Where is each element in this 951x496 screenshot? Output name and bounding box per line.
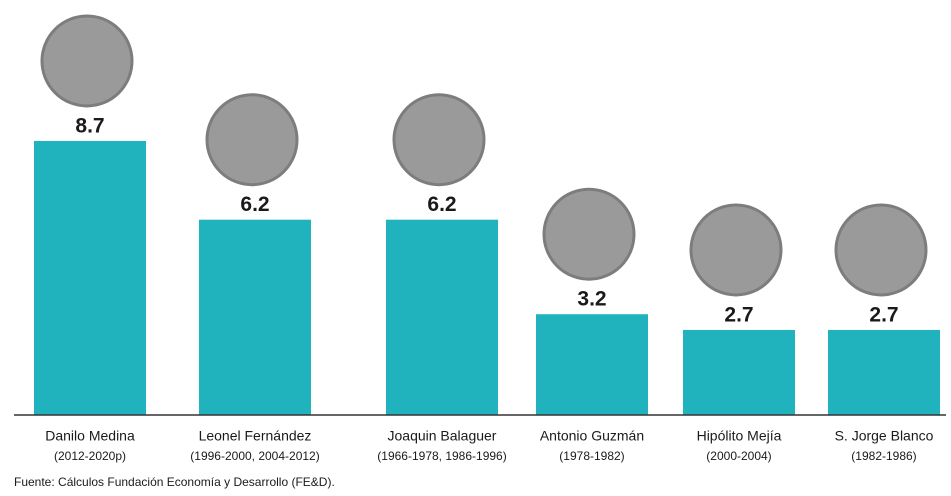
x-tick-label: Danilo Medina bbox=[45, 428, 135, 444]
bar bbox=[34, 140, 146, 415]
value-label: 8.7 bbox=[75, 114, 104, 137]
period-label: (1978-1982) bbox=[559, 449, 624, 463]
source-note: Fuente: Cálculos Fundación Economía y De… bbox=[14, 475, 335, 489]
x-tick-label: Leonel Fernández bbox=[199, 428, 312, 444]
value-label: 2.7 bbox=[724, 303, 753, 326]
bar bbox=[683, 329, 795, 415]
value-label: 2.7 bbox=[869, 303, 898, 326]
period-label: (2012-2020p) bbox=[54, 449, 126, 463]
bar bbox=[199, 219, 311, 415]
value-label: 6.2 bbox=[240, 193, 269, 216]
portrait bbox=[40, 14, 134, 108]
value-label: 3.2 bbox=[577, 288, 606, 311]
portrait bbox=[205, 93, 299, 187]
x-tick-label: Hipólito Mejía bbox=[697, 428, 782, 444]
period-label: (1982-1986) bbox=[851, 449, 916, 463]
portrait bbox=[834, 203, 928, 297]
x-tick-label: S. Jorge Blanco bbox=[835, 428, 934, 444]
portrait bbox=[392, 93, 486, 187]
bar bbox=[828, 329, 940, 415]
bar bbox=[536, 314, 648, 415]
period-label: (1966-1978, 1986-1996) bbox=[377, 449, 506, 463]
x-tick-label: Joaquin Balaguer bbox=[388, 428, 497, 444]
period-label: (1996-2000, 2004-2012) bbox=[190, 449, 319, 463]
period-label: (2000-2004) bbox=[706, 449, 771, 463]
x-tick-label: Antonio Guzmán bbox=[540, 428, 644, 444]
value-label: 6.2 bbox=[427, 193, 456, 216]
portrait bbox=[542, 187, 636, 281]
portrait bbox=[689, 203, 783, 297]
bar bbox=[386, 219, 498, 415]
